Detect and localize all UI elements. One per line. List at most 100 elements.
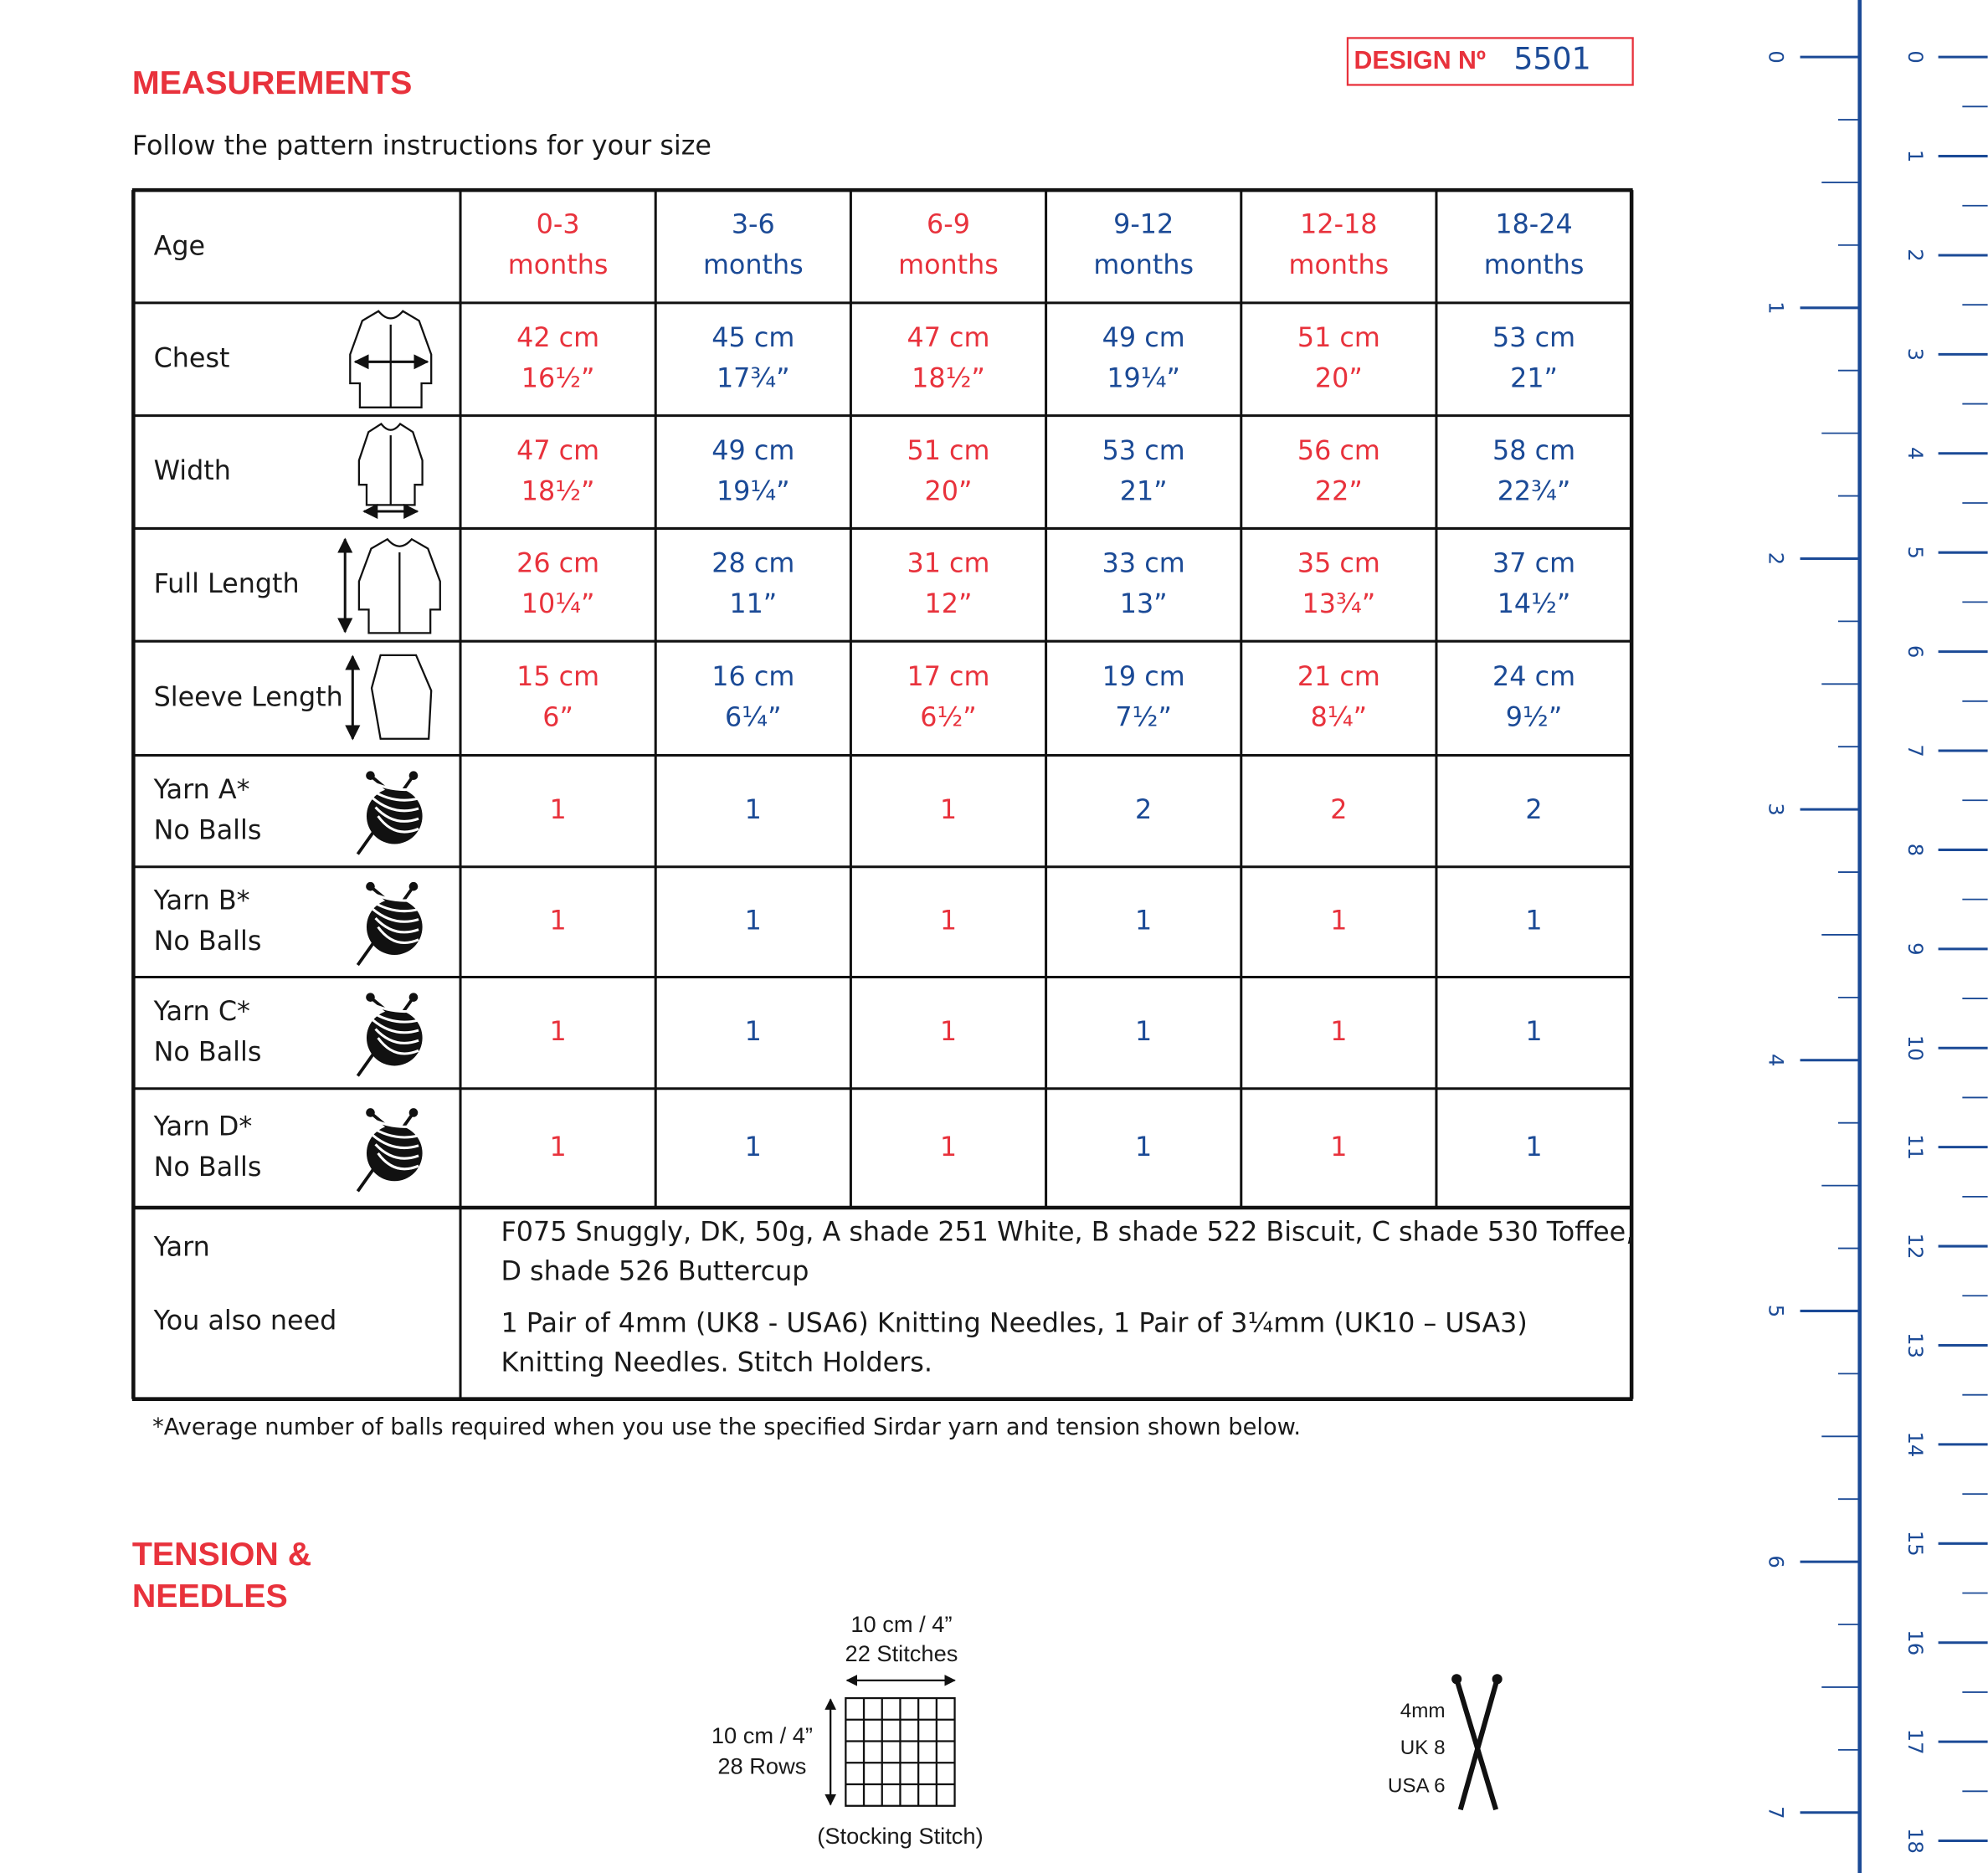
yarn-text: F075 Snuggly, DK, 50g, A shade 251 White… — [501, 1216, 1634, 1247]
cm-label: 16 — [1903, 1629, 1927, 1655]
size-label: months — [898, 249, 999, 280]
size-label: 12-18 — [1300, 209, 1377, 240]
cm-label: 12 — [1903, 1234, 1927, 1260]
size-label: 3-6 — [732, 209, 775, 240]
cm-label: 4 — [1903, 447, 1927, 459]
cm-label: 15 — [1903, 1531, 1927, 1557]
cell-value: 47 cm — [516, 435, 599, 466]
cell-value: 51 cm — [907, 435, 989, 466]
needle-icon — [408, 1108, 419, 1117]
cm-label: 0 — [1903, 50, 1927, 63]
yarn-text: D shade 526 Buttercup — [501, 1255, 809, 1286]
yarn-ball-icon — [377, 1037, 419, 1055]
cell-value: 15 cm — [516, 661, 599, 692]
yarn-ball-icon — [374, 916, 419, 934]
row-label: Age — [154, 230, 205, 261]
needle-icon — [408, 881, 419, 891]
cell-value: 1 — [1330, 1131, 1347, 1162]
cm-label: 6 — [1903, 645, 1927, 658]
inch-label: 1 — [1764, 301, 1787, 314]
cell-value: 1 — [1135, 1131, 1152, 1162]
cell-value: 1 — [1330, 906, 1347, 936]
yarn-ball-icon — [366, 1125, 423, 1182]
row-label: You also need — [153, 1305, 337, 1336]
row-label: No Balls — [154, 814, 262, 845]
cell-value: 47 cm — [907, 322, 989, 353]
row-label: Sleeve Length — [154, 681, 343, 712]
cell-value: 21 cm — [1297, 661, 1380, 692]
inch-label: 6 — [1764, 1555, 1787, 1568]
row-label: Yarn A* — [153, 774, 250, 805]
yarn-ball-icon — [377, 1152, 419, 1171]
yarn-ball-icon — [377, 815, 419, 834]
cell-value: 6” — [542, 702, 573, 733]
inch-label: 4 — [1764, 1054, 1787, 1066]
section-title: MEASUREMENTS — [132, 64, 413, 101]
cell-value: 13¾” — [1302, 588, 1376, 619]
garment-icon — [349, 310, 433, 408]
size-label: 18-24 — [1495, 209, 1572, 240]
cell-value: 1 — [1525, 906, 1542, 936]
cell-value: 18½” — [912, 363, 985, 394]
size-label: months — [1484, 249, 1585, 280]
cm-label: 1 — [1903, 150, 1927, 162]
needle-icon — [366, 993, 375, 1002]
row-label: Yarn B* — [153, 885, 250, 916]
cell-value: 24 cm — [1492, 661, 1575, 692]
cell-value: 1 — [940, 794, 957, 825]
cell-value: 1 — [1330, 1016, 1347, 1047]
row-label: Yarn D* — [153, 1111, 253, 1142]
cell-value: 21” — [1510, 363, 1558, 394]
size-label: 0-3 — [537, 209, 580, 240]
subtitle: Follow the pattern instructions for your… — [132, 131, 711, 162]
width-label: 10 cm / 4” — [850, 1611, 952, 1637]
yarn-ball-icon — [366, 788, 423, 844]
cell-value: 17¾” — [717, 363, 790, 394]
cell-value: 37 cm — [1492, 548, 1575, 579]
yarn-ball-icon — [367, 779, 419, 792]
row-label: No Balls — [154, 926, 262, 957]
cm-label: 17 — [1903, 1729, 1927, 1755]
cell-value: 1 — [1135, 1016, 1152, 1047]
row-label: Yarn C* — [153, 996, 250, 1027]
row-label: No Balls — [154, 1152, 262, 1183]
cell-value: 7½” — [1115, 702, 1172, 733]
cell-value: 42 cm — [516, 322, 599, 353]
yarn-ball-icon — [369, 1010, 419, 1024]
yarn-ball-icon — [372, 797, 419, 813]
cell-value: 45 cm — [711, 322, 794, 353]
inch-label: 2 — [1764, 552, 1787, 565]
needle-icon — [366, 881, 375, 891]
cell-value: 1 — [549, 794, 566, 825]
row-label: No Balls — [154, 1036, 262, 1067]
stitch-label: (Stocking Stitch) — [817, 1823, 983, 1849]
yarn-ball-icon — [374, 1028, 419, 1044]
row-label: Yarn — [153, 1231, 210, 1262]
size-label: months — [508, 249, 609, 280]
cell-value: 1 — [745, 794, 762, 825]
cm-label: 5 — [1903, 546, 1927, 558]
section-title: NEEDLES — [132, 1578, 288, 1614]
section-title: TENSION & — [132, 1536, 311, 1573]
size-label: 9-12 — [1113, 209, 1174, 240]
cell-value: 2 — [1330, 794, 1347, 825]
design-box — [1346, 37, 1634, 86]
row-label: Chest — [154, 342, 230, 373]
cell-value: 14½” — [1497, 588, 1571, 619]
yarn-ball-icon — [372, 908, 419, 923]
cell-value: 33 cm — [1102, 548, 1185, 579]
height-label: 28 Rows — [717, 1753, 806, 1779]
cell-value: 1 — [1135, 906, 1152, 936]
cell-value: 26 cm — [516, 548, 599, 579]
cm-label: 9 — [1903, 942, 1927, 955]
yarn-ball-icon — [374, 806, 419, 823]
cell-value: 11” — [729, 588, 777, 619]
needle-label: USA 6 — [1388, 1774, 1446, 1797]
cell-value: 22” — [1315, 475, 1363, 506]
yarn-ball-icon — [377, 926, 419, 944]
inch-label: 5 — [1764, 1305, 1787, 1317]
cell-value: 16 cm — [711, 661, 794, 692]
cell-value: 51 cm — [1297, 322, 1380, 353]
cell-value: 35 cm — [1297, 548, 1380, 579]
cm-label: 3 — [1903, 348, 1927, 361]
